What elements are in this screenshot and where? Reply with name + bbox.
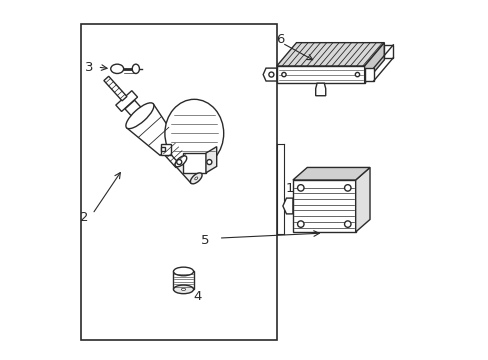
Ellipse shape bbox=[281, 72, 285, 77]
Ellipse shape bbox=[110, 64, 123, 73]
Polygon shape bbox=[175, 157, 201, 183]
Bar bbox=[161, 144, 171, 155]
Text: 3: 3 bbox=[85, 60, 94, 73]
Ellipse shape bbox=[132, 64, 139, 73]
Polygon shape bbox=[205, 147, 216, 173]
Ellipse shape bbox=[175, 156, 186, 167]
Bar bbox=[276, 66, 364, 83]
Polygon shape bbox=[116, 91, 137, 112]
Polygon shape bbox=[161, 141, 187, 168]
Polygon shape bbox=[282, 198, 292, 214]
Bar bbox=[81, 24, 276, 339]
Polygon shape bbox=[126, 104, 177, 156]
Bar bbox=[182, 153, 205, 173]
Ellipse shape bbox=[173, 267, 193, 276]
Ellipse shape bbox=[194, 177, 197, 180]
Ellipse shape bbox=[176, 159, 182, 165]
Ellipse shape bbox=[190, 173, 202, 184]
Ellipse shape bbox=[164, 99, 223, 167]
Ellipse shape bbox=[206, 159, 211, 165]
Text: 1: 1 bbox=[285, 183, 294, 195]
Polygon shape bbox=[355, 167, 369, 232]
Polygon shape bbox=[364, 68, 373, 81]
Text: 4: 4 bbox=[193, 290, 202, 303]
Ellipse shape bbox=[173, 285, 193, 294]
Polygon shape bbox=[263, 68, 276, 81]
Polygon shape bbox=[384, 45, 392, 58]
Ellipse shape bbox=[344, 221, 350, 227]
Polygon shape bbox=[103, 76, 127, 101]
Ellipse shape bbox=[297, 185, 304, 191]
Polygon shape bbox=[315, 83, 325, 96]
Text: 2: 2 bbox=[80, 211, 88, 224]
Polygon shape bbox=[125, 100, 142, 117]
Bar bbox=[173, 271, 193, 289]
Text: 6: 6 bbox=[276, 32, 284, 46]
Ellipse shape bbox=[297, 221, 304, 227]
Bar bbox=[292, 180, 355, 232]
Ellipse shape bbox=[181, 288, 185, 291]
Ellipse shape bbox=[344, 185, 350, 191]
Ellipse shape bbox=[268, 72, 273, 77]
Polygon shape bbox=[276, 42, 384, 66]
Ellipse shape bbox=[125, 103, 154, 129]
Polygon shape bbox=[292, 167, 369, 180]
Ellipse shape bbox=[355, 72, 359, 77]
Bar bbox=[161, 147, 165, 151]
Text: 5: 5 bbox=[201, 234, 209, 247]
Polygon shape bbox=[364, 42, 384, 83]
